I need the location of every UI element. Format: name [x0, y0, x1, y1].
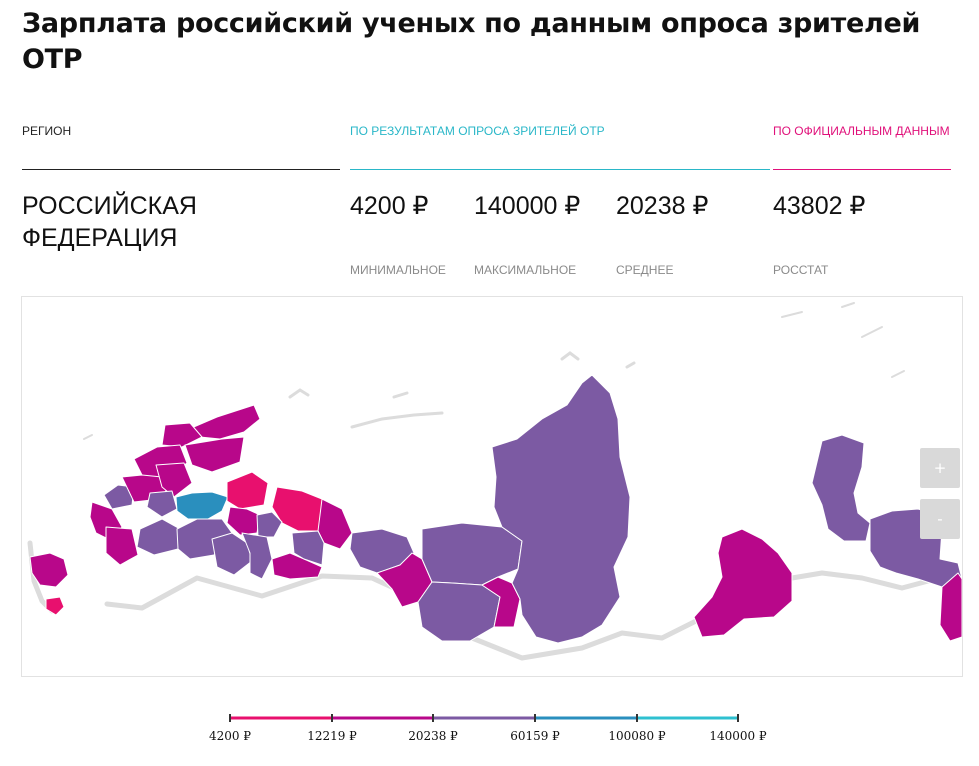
region-divider [22, 169, 340, 170]
legend-label: 140000 ₽ [709, 729, 767, 743]
min-salary-value: 4200 ₽ [350, 192, 429, 220]
north-island [841, 302, 855, 308]
north-island [861, 326, 883, 338]
region-polygons-layer[interactable] [29, 374, 962, 644]
north-island [288, 388, 310, 399]
region-polygon[interactable] [175, 491, 229, 520]
map-islands-layer [83, 302, 905, 440]
region-polygon[interactable] [226, 471, 269, 510]
region-polygon[interactable] [481, 576, 521, 628]
region-polygon[interactable] [693, 528, 793, 638]
north-island [891, 370, 905, 378]
region-polygon[interactable] [271, 552, 323, 580]
survey-divider [350, 169, 770, 170]
region-polygon[interactable] [421, 522, 523, 586]
max-salary-caption: МАКСИМАЛЬНОЕ [474, 263, 577, 277]
region-polygon[interactable] [417, 581, 501, 642]
map-canvas[interactable] [22, 297, 962, 676]
legend-scale-bar [229, 714, 739, 722]
legend-label: 12219 ₽ [307, 729, 357, 743]
region-polygon[interactable] [136, 518, 181, 556]
region-polygon[interactable] [939, 572, 962, 642]
avg-salary-caption: СРЕДНЕЕ [616, 263, 674, 277]
north-island [392, 391, 409, 399]
north-island [560, 351, 580, 361]
region-polygon[interactable] [45, 596, 65, 616]
region-polygon[interactable] [105, 526, 139, 566]
russia-regions-map[interactable]: + - [21, 296, 963, 677]
north-island [625, 361, 636, 369]
region-polygon[interactable] [161, 422, 203, 448]
region-polygon[interactable] [29, 552, 69, 588]
legend-label: 60159 ₽ [510, 729, 560, 743]
southern-border-shadow [104, 570, 935, 661]
region-column-header: РЕГИОН [22, 124, 72, 138]
region-polygon[interactable] [241, 532, 273, 580]
max-salary-value: 140000 ₽ [474, 192, 581, 220]
selected-region-name: РОССИЙСКАЯ ФЕДЕРАЦИЯ [22, 192, 197, 252]
page-title: Зарплата российский ученых по данным опр… [22, 8, 921, 75]
survey-column-header: ПО РЕЗУЛЬТАТАМ ОПРОСА ЗРИТЕЛЕЙ ОТР [350, 124, 605, 138]
north-island [781, 311, 803, 318]
region-polygon[interactable] [226, 506, 261, 536]
zoom-out-button[interactable]: - [920, 499, 960, 539]
legend-label: 100080 ₽ [608, 729, 666, 743]
region-polygon[interactable] [155, 462, 193, 498]
region-polygon[interactable] [146, 490, 178, 518]
legend-label: 4200 ₽ [209, 729, 251, 743]
region-polygon[interactable] [291, 530, 325, 566]
zoom-in-button[interactable]: + [920, 448, 960, 488]
min-salary-caption: МИНИМАЛЬНОЕ [350, 263, 446, 277]
region-polygon[interactable] [184, 436, 245, 473]
avg-salary-value: 20238 ₽ [616, 192, 709, 220]
color-scale-legend: 4200 ₽ 12219 ₽ 20238 ₽ 60159 ₽ 100080 ₽ … [150, 708, 850, 758]
rosstat-salary-caption: РОССТАТ [773, 263, 829, 277]
north-island [350, 411, 444, 429]
official-column-header: ПО ОФИЦИАЛЬНЫМ ДАННЫМ [773, 124, 950, 138]
region-polygon[interactable] [491, 374, 631, 644]
rosstat-salary-value: 43802 ₽ [773, 192, 866, 220]
region-polygon[interactable] [181, 404, 261, 440]
north-island [83, 434, 93, 440]
region-polygon[interactable] [811, 434, 871, 542]
legend-label: 20238 ₽ [408, 729, 458, 743]
official-divider [773, 169, 951, 170]
region-polygon[interactable] [256, 511, 283, 538]
